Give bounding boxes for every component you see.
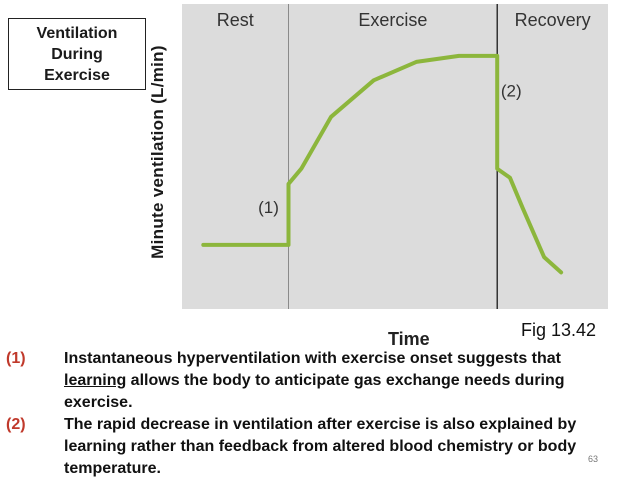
note-2: (2) The rapid decrease in ventilation af… bbox=[0, 414, 620, 480]
title-box: Ventilation During Exercise bbox=[8, 18, 146, 90]
x-axis-label: Time bbox=[388, 329, 430, 349]
note-2-text: The rapid decrease in ventilation after … bbox=[64, 416, 577, 477]
annotation-2: (2) bbox=[501, 81, 522, 100]
note-1-emphasis: learning bbox=[64, 372, 127, 389]
title-line-3: Exercise bbox=[44, 66, 110, 84]
title-line-2: During bbox=[51, 45, 103, 63]
annotation-1: (1) bbox=[258, 198, 279, 217]
page-number: 63 bbox=[588, 454, 599, 464]
ventilation-curve bbox=[201, 53, 564, 275]
note-1: (1) Instantaneous hyperventilation with … bbox=[0, 348, 620, 414]
figure-label: Fig 13.42 bbox=[521, 320, 597, 340]
note-1-number: (1) bbox=[6, 350, 26, 367]
phase-label-rest: Rest bbox=[217, 10, 254, 30]
title-line-1: Ventilation bbox=[36, 24, 118, 42]
phase-label-recovery: Recovery bbox=[515, 10, 591, 30]
note-1-text-post: allows the body to anticipate gas exchan… bbox=[64, 372, 565, 411]
plot-area bbox=[182, 4, 608, 309]
phase-label-exercise: Exercise bbox=[358, 10, 427, 30]
note-2-number: (2) bbox=[6, 416, 26, 433]
notes-list: (1) Instantaneous hyperventilation with … bbox=[0, 348, 620, 480]
note-1-text-pre: Instantaneous hyperventilation with exer… bbox=[64, 350, 562, 367]
